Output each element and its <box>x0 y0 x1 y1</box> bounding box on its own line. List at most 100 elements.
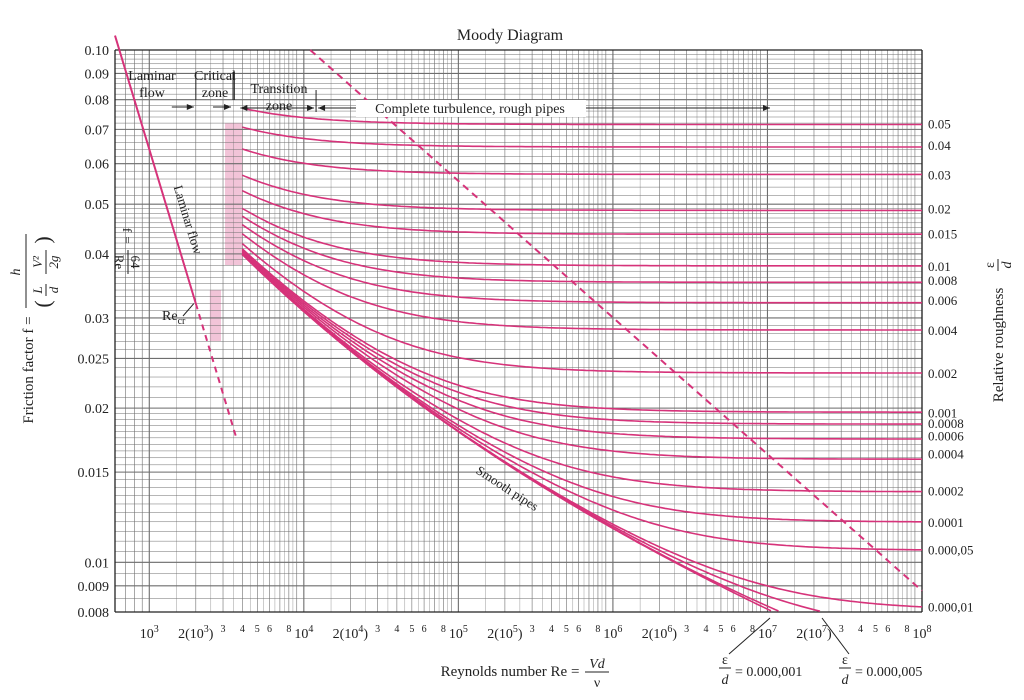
critical-zone-shade-upper <box>225 123 243 266</box>
annotation-critical-zone: Critical <box>194 69 236 84</box>
laminar-flow-dashed <box>194 303 239 441</box>
roughness-label: 0.006 <box>928 293 958 308</box>
x-tick-label: 106 <box>603 624 622 642</box>
turbulence-arrow-head <box>318 105 326 111</box>
x-minor-tick-label: 6 <box>576 624 581 635</box>
roughness-label: 0.000,01 <box>928 600 974 615</box>
annotation-laminar: Laminar <box>128 69 176 84</box>
annotation-bg <box>356 100 586 117</box>
smooth-pipes-curve <box>241 253 772 612</box>
annotation-laminar: flow <box>139 86 166 101</box>
bottom-roughness-num: ε <box>842 653 848 668</box>
y-axis-frac-v2: V² <box>30 255 45 268</box>
x-minor-tick-label: 8 <box>595 624 600 635</box>
x-minor-tick-label: 6 <box>422 624 427 635</box>
annotation-transition-zone: zone <box>266 99 292 114</box>
laminar-flow-line <box>114 35 197 304</box>
formula-f: f <box>120 228 135 233</box>
roughness-curve-0.03 <box>242 148 922 176</box>
roughness-curve-0.0006 <box>241 250 922 440</box>
y-axis-frac-l: L <box>30 286 45 294</box>
y-tick-label: 0.09 <box>85 67 110 82</box>
transition-arrow-head <box>307 105 315 111</box>
x-minor-tick-label: 8 <box>286 624 291 635</box>
roughness-curve-0.0004 <box>241 251 922 460</box>
x-minor-tick-label: 4 <box>703 624 708 635</box>
x-tick-label: 2(105) <box>487 624 523 642</box>
tick-labels: 0.100.090.080.070.060.050.040.030.0250.0… <box>78 44 932 642</box>
right-axis-label-text: Relative roughness <box>991 288 1007 403</box>
y-axis-frac-2g: 2g <box>46 255 61 269</box>
x-tick-label: 103 <box>140 624 159 642</box>
x-minor-tick-label: 5 <box>255 624 260 635</box>
x-minor-tick-label: 5 <box>564 624 569 635</box>
annotation-transition-zone: Transition <box>250 82 307 97</box>
x-minor-tick-label: 3 <box>684 624 689 635</box>
recr-pointer <box>182 303 195 317</box>
y-axis-frac-d: d <box>46 286 61 293</box>
roughness-curve-0.002 <box>241 242 922 374</box>
grid-lines <box>114 49 923 613</box>
annotations: 0.050.040.030.020.0150.010.0080.0060.004… <box>9 69 1015 691</box>
formula-denominator: Re <box>112 255 127 270</box>
y-tick-label: 0.05 <box>85 198 110 213</box>
x-minor-tick-label: 8 <box>441 624 446 635</box>
roughness-curve-0.0008 <box>241 249 922 425</box>
y-tick-label: 0.10 <box>85 44 110 59</box>
bottom-roughness-pointer <box>728 617 771 655</box>
roughness-label: 0.0008 <box>928 416 964 431</box>
roughness-curve-0.006 <box>241 224 922 304</box>
roughness-curve-0.04 <box>242 126 922 148</box>
x-axis-fraction-den: ν <box>594 676 600 691</box>
y-tick-label: 0.015 <box>78 466 110 481</box>
roughness-label: 0.0006 <box>928 428 964 443</box>
y-tick-label: 0.06 <box>85 158 110 173</box>
y-tick-label: 0.07 <box>85 123 110 138</box>
x-tick-label: 107 <box>758 624 777 642</box>
y-tick-label: 0.025 <box>78 352 110 367</box>
roughness-label: 0.03 <box>928 167 951 182</box>
x-minor-tick-label: 5 <box>718 624 723 635</box>
bottom-roughness-text: = 0.000,005 <box>855 665 922 680</box>
x-tick-label: 2(104) <box>333 624 369 642</box>
laminar-arrow-head <box>186 104 194 110</box>
x-minor-tick-label: 4 <box>394 624 399 635</box>
x-minor-tick-label: 3 <box>530 624 535 635</box>
x-minor-tick-label: 5 <box>873 624 878 635</box>
y-tick-label: 0.01 <box>85 556 110 571</box>
bottom-roughness-den: d <box>842 673 850 688</box>
bottom-roughness-text: = 0.000,001 <box>735 665 802 680</box>
formula-numerator: 64 <box>128 256 143 270</box>
critical-zone-shade-lower <box>209 290 222 342</box>
annotation-smooth-pipes: Smooth pipes <box>474 463 542 514</box>
x-minor-tick-label: 4 <box>858 624 863 635</box>
roughness-label: 0.04 <box>928 138 951 153</box>
roughness-curves <box>114 35 923 612</box>
transition-arrow-head <box>240 105 248 111</box>
x-minor-tick-label: 3 <box>221 624 226 635</box>
roughness-label: 0.002 <box>928 366 957 381</box>
x-minor-tick-label: 4 <box>240 624 245 635</box>
y-axis-paren: ) <box>30 236 55 243</box>
annotation-recr: Recr <box>162 309 186 327</box>
turbulence-arrow-head <box>763 105 770 111</box>
formula-equals: = <box>120 236 135 243</box>
roughness-label: 0.01 <box>928 259 951 274</box>
roughness-label: 0.008 <box>928 273 957 288</box>
x-minor-tick-label: 6 <box>885 624 890 635</box>
critical-arrow-head <box>224 104 232 110</box>
axes <box>114 49 923 613</box>
y-axis-label-text: Friction factor f = <box>21 316 37 423</box>
roughness-curve-0.015 <box>241 189 922 235</box>
bottom-roughness-pointer <box>821 617 850 655</box>
annotation-critical-zone: zone <box>202 86 228 101</box>
x-minor-tick-label: 3 <box>839 624 844 635</box>
y-tick-label: 0.009 <box>78 580 110 595</box>
x-minor-tick-label: 8 <box>750 624 755 635</box>
x-tick-label: 2(106) <box>642 624 678 642</box>
roughness-label: 0.0004 <box>928 447 964 462</box>
x-tick-label: 108 <box>913 624 932 642</box>
annotation-complete-turbulence: Complete turbulence, rough pipes <box>375 102 565 117</box>
